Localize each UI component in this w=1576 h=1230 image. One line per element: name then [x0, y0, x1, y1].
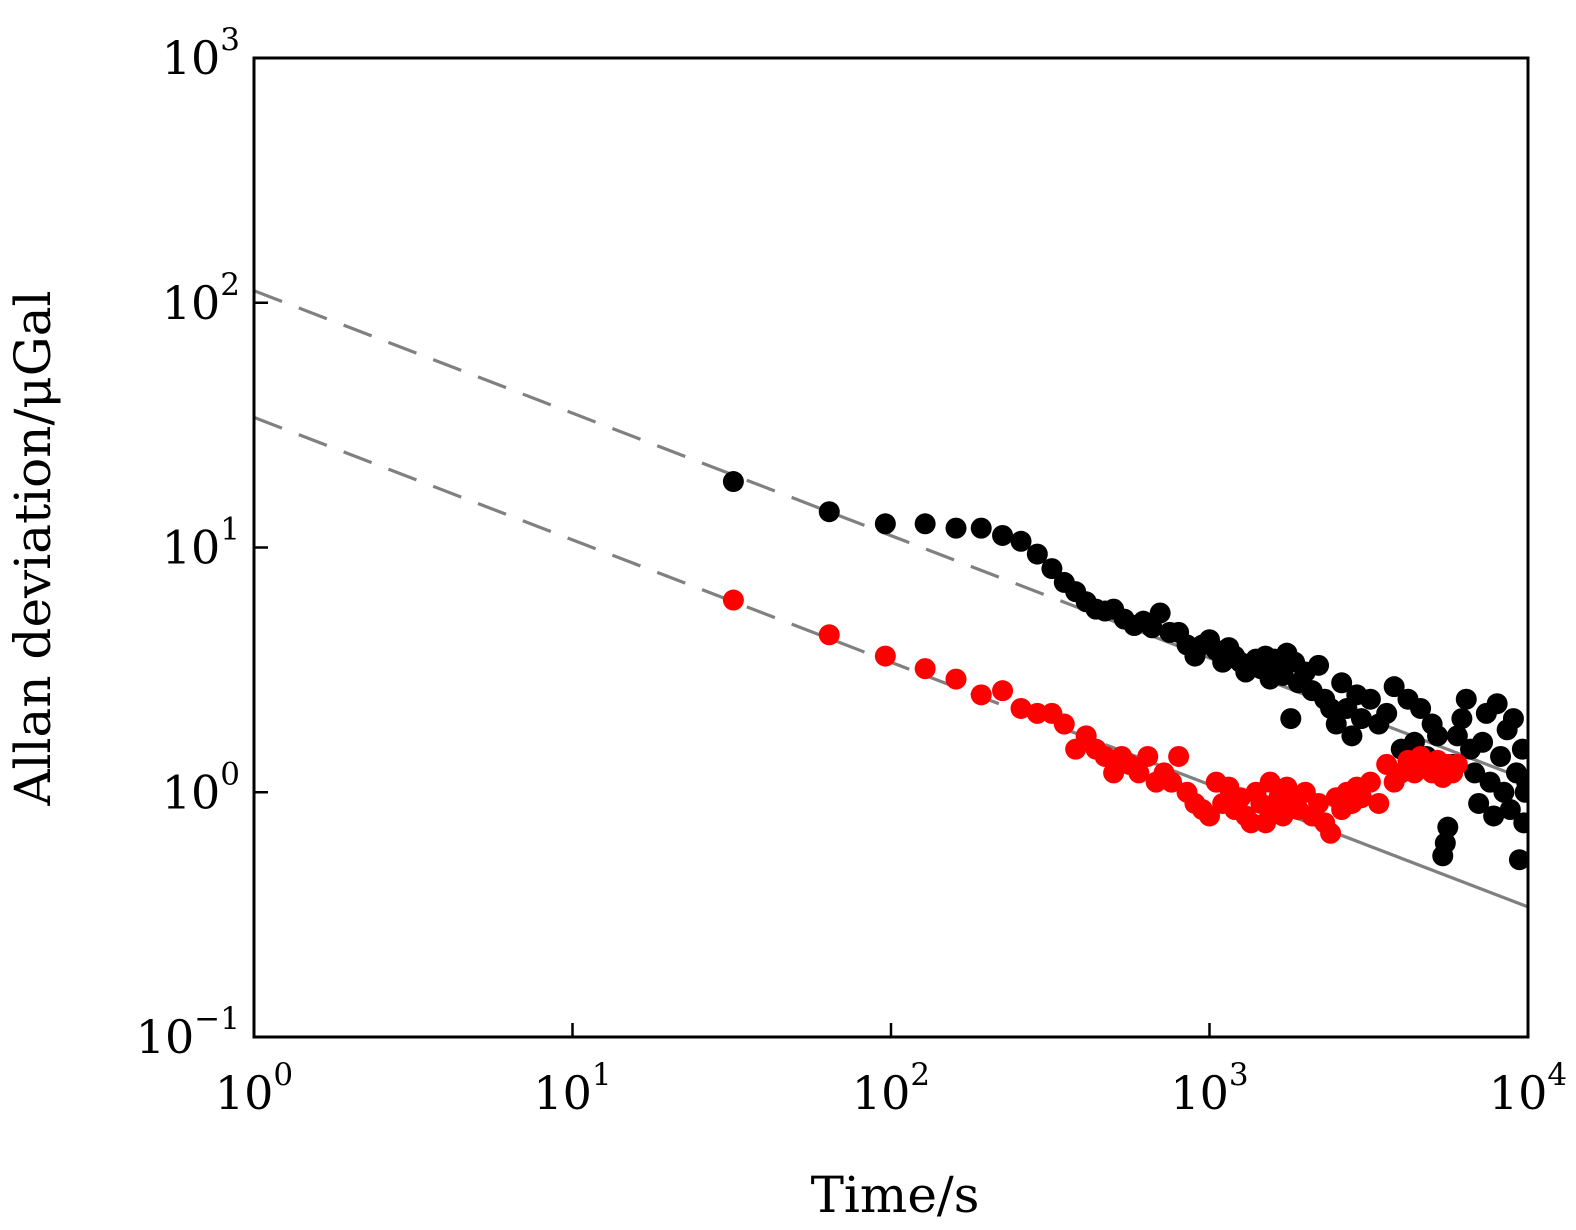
data-point — [1094, 745, 1116, 767]
data-point — [1041, 558, 1063, 580]
data-point — [1446, 725, 1468, 747]
data-point — [1464, 762, 1486, 784]
data-point — [1331, 672, 1353, 694]
data-point — [1468, 792, 1490, 814]
x-tick-label: 103 — [1170, 1057, 1248, 1120]
data-point — [1451, 708, 1473, 730]
data-point — [874, 645, 896, 667]
data-point — [1240, 812, 1262, 834]
fit-line-3 — [254, 415, 1109, 748]
data-point — [1128, 762, 1150, 784]
data-point — [1026, 702, 1048, 724]
data-point — [1359, 771, 1381, 793]
data-point — [1368, 792, 1390, 814]
y-tick-label: 103 — [162, 22, 240, 85]
x-tick-label: 101 — [533, 1057, 611, 1120]
y-tick-label: 101 — [162, 512, 240, 575]
data-point — [914, 513, 936, 535]
series-1 — [722, 471, 1528, 871]
x-axis-label: Time/s — [811, 1166, 980, 1224]
data-points — [722, 471, 1528, 871]
data-point — [1455, 688, 1477, 710]
data-point — [1483, 805, 1505, 827]
data-point — [1341, 725, 1363, 747]
data-point — [1308, 654, 1330, 676]
data-point — [1383, 676, 1405, 698]
data-point — [1490, 745, 1512, 767]
data-point — [1325, 713, 1347, 735]
data-point — [1350, 708, 1372, 730]
data-point — [1376, 702, 1398, 724]
data-point — [914, 658, 936, 680]
data-point — [1026, 543, 1048, 565]
data-point — [1493, 781, 1515, 803]
data-point — [1434, 832, 1456, 854]
data-point — [970, 684, 992, 706]
data-point — [1513, 812, 1528, 834]
data-point — [1149, 602, 1171, 624]
data-point — [1276, 776, 1298, 798]
series-2 — [722, 589, 1468, 844]
x-tick-label: 104 — [1489, 1057, 1567, 1120]
data-point — [818, 624, 840, 646]
data-point — [1280, 708, 1302, 730]
y-tick-label: 10−1 — [136, 1001, 240, 1064]
data-point — [1508, 849, 1528, 871]
data-point — [1161, 771, 1183, 793]
data-point — [1472, 731, 1494, 753]
data-point — [1053, 713, 1075, 735]
data-point — [1511, 738, 1528, 760]
data-point — [1427, 725, 1449, 747]
data-point — [1410, 697, 1432, 719]
data-point — [1359, 688, 1381, 710]
fit-line-1 — [254, 289, 1109, 621]
y-tick-label: 100 — [162, 756, 240, 819]
data-point — [1320, 822, 1342, 844]
data-point — [1516, 771, 1528, 793]
data-point — [1010, 697, 1032, 719]
data-point — [992, 680, 1014, 702]
data-point — [1437, 816, 1459, 838]
data-point — [945, 668, 967, 690]
data-point — [1259, 771, 1281, 793]
data-point — [1199, 805, 1220, 827]
y-axis-label: Allan deviation/μGal — [4, 290, 62, 806]
data-point — [1446, 753, 1468, 775]
x-tick-label: 100 — [215, 1057, 293, 1120]
data-point — [1308, 792, 1330, 814]
data-point — [874, 513, 896, 535]
data-point — [1499, 799, 1521, 821]
data-point — [970, 517, 992, 539]
data-point — [1137, 745, 1159, 767]
data-point — [818, 501, 840, 523]
data-point — [1502, 708, 1524, 730]
data-point — [722, 589, 744, 611]
x-tick-label: 102 — [852, 1057, 930, 1120]
data-point — [945, 517, 967, 539]
plot-frame — [252, 56, 1530, 1039]
data-point — [722, 471, 744, 493]
data-point — [1103, 762, 1125, 784]
data-point — [1010, 530, 1032, 552]
data-point — [992, 524, 1014, 546]
data-point — [1486, 693, 1508, 715]
y-tick-label: 102 — [162, 267, 240, 330]
data-point — [1168, 745, 1190, 767]
data-point — [1350, 787, 1372, 809]
